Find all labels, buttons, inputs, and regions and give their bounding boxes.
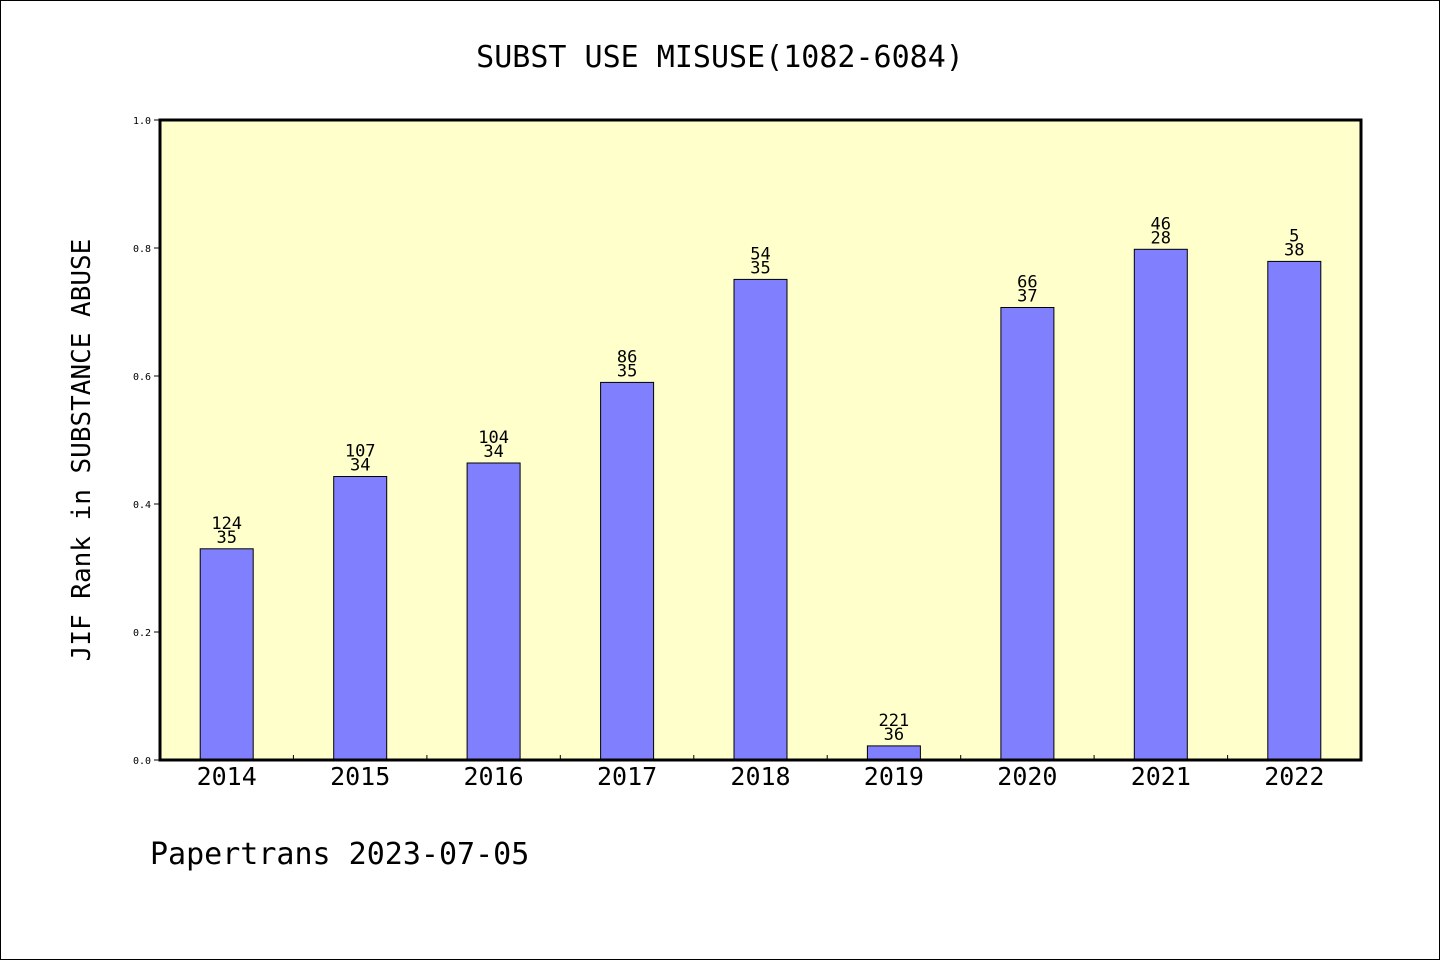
bar-2022 xyxy=(1267,260,1322,761)
bar-2014 xyxy=(199,548,254,761)
bar-2017 xyxy=(600,381,655,761)
bar-2021 xyxy=(1133,248,1188,761)
y-tick-label: 0.0 xyxy=(133,756,151,767)
bar-2016 xyxy=(466,462,521,761)
x-tick-label-2021: 2021 xyxy=(1131,762,1191,791)
bar-label-total-2020: 37 xyxy=(1017,287,1037,307)
bar-label-rank-2022: 5 xyxy=(1289,226,1299,246)
bar-label-total-2014: 35 xyxy=(216,528,236,548)
chart-title: SUBST USE MISUSE(1082-6084) xyxy=(476,40,964,75)
bar-label-rank-2015: 107 xyxy=(345,442,376,462)
x-tick-label-2022: 2022 xyxy=(1264,762,1324,791)
bar-label-total-2018: 35 xyxy=(750,258,770,278)
bar-2015 xyxy=(333,476,388,761)
y-tick-label: 0.2 xyxy=(133,628,151,639)
x-tick-label-2017: 2017 xyxy=(597,762,657,791)
bar-2020 xyxy=(1000,307,1055,761)
y-axis-label: JIF Rank in SUBSTANCE ABUSE xyxy=(67,239,97,662)
x-tick-label-2019: 2019 xyxy=(864,762,924,791)
y-axis: 0.0 0.2 0.4 0.6 0.8 1.0 xyxy=(133,116,160,767)
y-tick-label: 0.6 xyxy=(133,372,151,383)
bar-label-total-2017: 35 xyxy=(617,361,637,381)
footer-text: Papertrans 2023-07-05 xyxy=(150,837,529,872)
bar-label-total-2016: 34 xyxy=(483,442,503,462)
bar-label-total-2019: 36 xyxy=(884,725,904,745)
x-tick-label-2018: 2018 xyxy=(730,762,790,791)
bar-2019 xyxy=(866,745,921,761)
bar-label-total-2015: 34 xyxy=(350,456,370,476)
plot-border xyxy=(158,118,1363,762)
y-tick-label: 0.8 xyxy=(133,244,151,255)
bar-label-rank-2018: 54 xyxy=(750,244,770,264)
x-tick-label-2015: 2015 xyxy=(330,762,390,791)
x-tick-label-2014: 2014 xyxy=(197,762,257,791)
x-tick-label-2016: 2016 xyxy=(463,762,523,791)
bar-label-total-2021: 28 xyxy=(1151,228,1171,248)
bar-label-rank-2021: 46 xyxy=(1151,214,1171,234)
bar-label-rank-2019: 221 xyxy=(879,711,910,731)
bar-label-rank-2016: 104 xyxy=(478,428,509,448)
bar-label-rank-2020: 66 xyxy=(1017,273,1037,293)
x-tick-label-2020: 2020 xyxy=(997,762,1057,791)
x-axis: 2014 2015 2016 2017 2018 2019 2020 2021 2022 xyxy=(197,755,1324,791)
bar-label-total-2022: 38 xyxy=(1284,240,1304,260)
y-tick-label: 1.0 xyxy=(133,116,151,127)
bars-layer xyxy=(199,248,1322,761)
bar-2018 xyxy=(733,278,788,761)
bar-label-rank-2014: 124 xyxy=(211,514,242,534)
y-tick-label: 0.4 xyxy=(133,500,151,511)
bar-label-rank-2017: 86 xyxy=(617,347,637,367)
